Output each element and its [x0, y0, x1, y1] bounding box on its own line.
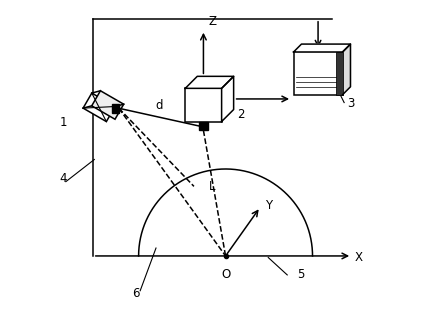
Text: 5: 5 [297, 268, 304, 281]
Text: X: X [355, 251, 363, 264]
Polygon shape [83, 93, 115, 122]
Bar [185, 88, 222, 122]
Text: O: O [221, 268, 230, 281]
Polygon shape [185, 76, 234, 88]
Text: 6: 6 [132, 287, 140, 300]
Bar [112, 104, 119, 113]
Text: 2: 2 [237, 108, 244, 122]
Text: 4: 4 [60, 172, 67, 185]
Polygon shape [92, 91, 124, 119]
Polygon shape [222, 76, 234, 122]
Text: 1: 1 [60, 116, 67, 129]
Bar [199, 122, 208, 130]
Text: Y: Y [265, 199, 272, 212]
Bar [293, 52, 343, 95]
Polygon shape [343, 44, 350, 95]
Text: Z: Z [208, 15, 216, 28]
Polygon shape [293, 44, 350, 52]
Text: 3: 3 [347, 97, 355, 110]
Text: L: L [209, 180, 216, 193]
Bar [335, 52, 343, 95]
Text: d: d [155, 99, 163, 112]
